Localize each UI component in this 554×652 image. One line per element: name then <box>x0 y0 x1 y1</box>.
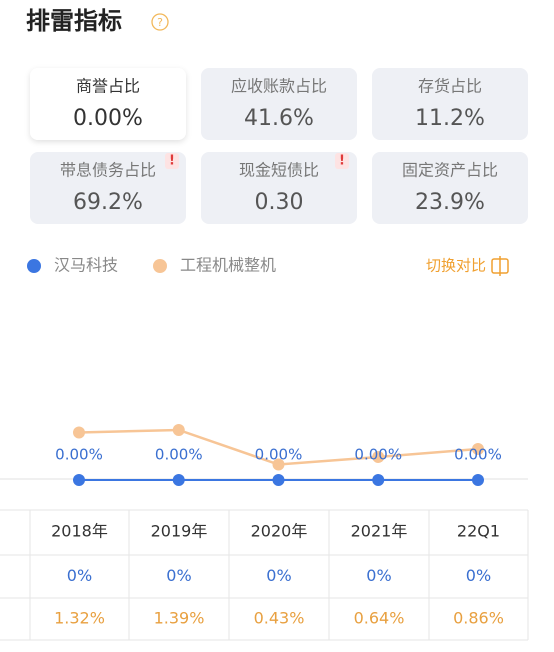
page-title: 排雷指标 <box>26 7 122 35</box>
alert-badge <box>335 153 349 169</box>
card-value: 0.00% <box>73 106 143 131</box>
data-label: 0.00% <box>354 446 402 464</box>
metric-card[interactable]: 商誉占比 0.00% <box>30 68 186 140</box>
card-grid: 商誉占比 0.00% 应收账款占比 41.6% 存货占比 11.2% 带息债务占比 69.2%… <box>30 68 528 224</box>
legend-label: 汉马科技 <box>54 256 118 275</box>
peer-point <box>272 458 285 471</box>
card-value: 0.30 <box>255 190 304 215</box>
alert-badge <box>165 153 179 169</box>
metric-card[interactable]: 带息债务占比 69.2%! <box>30 152 186 224</box>
card-value: 23.9% <box>415 190 485 215</box>
data-label: 0.00% <box>255 446 303 464</box>
card-bg <box>201 152 357 224</box>
data-label: 0.00% <box>155 446 203 464</box>
alert-mark: ! <box>339 154 345 169</box>
card-value: 11.2% <box>415 106 485 131</box>
switch-label[interactable]: 切换对比 <box>426 257 486 275</box>
metric-card[interactable]: 存货占比 11.2% <box>372 68 528 140</box>
metric-card[interactable]: 应收账款占比 41.6% <box>201 68 357 140</box>
table-header: 22Q1 <box>457 522 500 541</box>
card-label: 存货占比 <box>418 77 482 96</box>
card-label: 固定资产占比 <box>402 161 498 180</box>
table-cell: 0% <box>67 566 92 585</box>
alert-mark: ! <box>169 154 175 169</box>
peer-point <box>472 443 484 456</box>
help-icon[interactable]: ? <box>151 13 169 31</box>
card-label: 现金短债比 <box>239 161 319 180</box>
card-label: 带息债务占比 <box>60 161 156 180</box>
table-cell: 0% <box>366 566 391 585</box>
data-label: 0.00% <box>454 446 502 464</box>
table-header: 2021年 <box>351 522 408 541</box>
table-cell: 0% <box>166 566 191 585</box>
table-cell: 0.64% <box>354 609 405 628</box>
peer-point <box>372 450 385 463</box>
card-bg <box>201 68 357 140</box>
card-bg <box>30 68 186 140</box>
table-cell: 1.39% <box>154 609 205 628</box>
company-point <box>272 474 285 486</box>
chart: 0.00% 0.00% 0.00% 0.00% 0.00% <box>0 423 528 486</box>
svg-text:?: ? <box>157 16 163 29</box>
legend: 汉马科技 工程机械整机 <box>27 256 276 275</box>
table: 2018年 2019年 2020年 2021年 22Q1 0% 0% 0% 0% 0% 1.32% 1… <box>0 509 529 641</box>
card-label: 商誉占比 <box>76 77 140 96</box>
table-cell: 0% <box>266 566 291 585</box>
card-bg <box>30 152 186 224</box>
peer-point <box>172 423 185 436</box>
card-label: 应收账款占比 <box>231 77 327 96</box>
legend-label: 工程机械整机 <box>180 256 276 275</box>
switch-compare[interactable]: 切换对比 <box>426 256 509 276</box>
card-bg <box>372 68 528 140</box>
company-point <box>172 474 185 486</box>
peer-point <box>73 426 85 439</box>
card-value: 69.2% <box>73 190 143 215</box>
table-header: 2019年 <box>151 522 208 541</box>
legend-swatch <box>153 259 167 273</box>
company-point <box>472 474 484 486</box>
metric-card[interactable]: 现金短债比 0.30! <box>201 152 357 224</box>
table-cell: 0% <box>466 566 491 585</box>
table-header: 2018年 <box>51 522 108 541</box>
company-point <box>73 474 85 486</box>
company-point <box>372 474 385 486</box>
table-cell: 0.43% <box>254 609 305 628</box>
metric-card[interactable]: 固定资产占比 23.9% <box>372 152 528 224</box>
table-cell: 0.86% <box>453 609 504 628</box>
data-label: 0.00% <box>55 446 103 464</box>
table-cell: 1.32% <box>54 609 105 628</box>
legend-swatch <box>27 259 41 273</box>
card-bg <box>372 152 528 224</box>
card-value: 41.6% <box>244 106 314 131</box>
table-header: 2020年 <box>251 522 308 541</box>
